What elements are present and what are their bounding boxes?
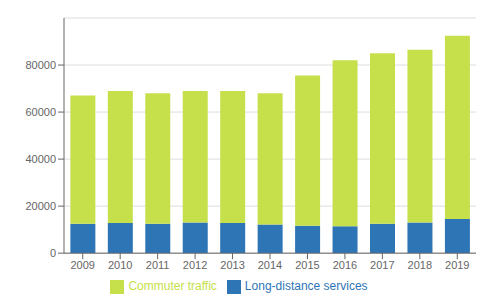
svg-text:2014: 2014 (258, 259, 282, 271)
svg-text:2018: 2018 (408, 259, 432, 271)
svg-text:2009: 2009 (70, 259, 94, 271)
svg-text:2012: 2012 (183, 259, 207, 271)
svg-text:40000: 40000 (25, 153, 56, 165)
html-text:Long-distance services: Long-distance services (244, 279, 368, 294)
svg-text:60000: 60000 (25, 106, 56, 118)
svg-text:2019: 2019 (445, 259, 469, 271)
svg-text:2013: 2013 (220, 259, 244, 271)
svg-text:2015: 2015 (295, 259, 319, 271)
svg-text:2011: 2011 (146, 259, 170, 271)
svg-text:2017: 2017 (370, 259, 394, 271)
html-text:Commuter traffic: Commuter traffic (128, 279, 217, 294)
svg-text:2010: 2010 (108, 259, 132, 271)
svg-text:80000: 80000 (25, 59, 56, 71)
svg-text:2016: 2016 (333, 259, 357, 271)
svg-text:20000: 20000 (25, 200, 56, 212)
svg-text:0: 0 (50, 247, 56, 259)
